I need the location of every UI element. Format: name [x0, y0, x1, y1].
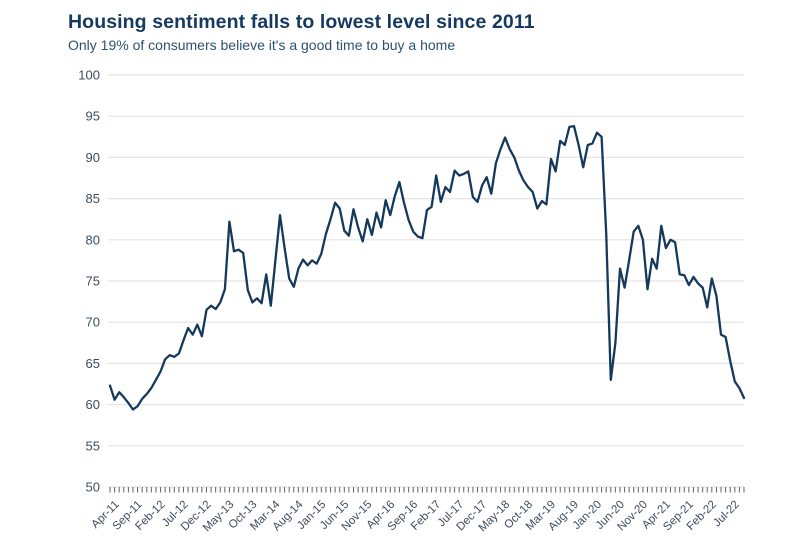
y-tick-label: 100	[78, 68, 100, 83]
y-tick-label: 70	[86, 315, 100, 330]
x-tick-label: Jul-22	[711, 499, 742, 530]
y-axis-labels: 50 55 60 65 70 75 80 85 90 95 100	[78, 68, 100, 495]
y-tick-label: 60	[86, 397, 100, 412]
y-gridlines	[108, 74, 744, 488]
chart-canvas: 50 55 60 65 70 75 80 85 90 95 100 Apr-11Sep-11Feb-1…	[78, 68, 746, 534]
chart-subtitle: Only 19% of consumers believe it's a goo…	[68, 37, 456, 54]
y-tick-label: 55	[86, 438, 100, 453]
chart-title: Housing sentiment falls to lowest level …	[68, 11, 535, 33]
y-tick-label: 85	[86, 191, 100, 206]
chart-header: Housing sentiment falls to lowest level …	[0, 0, 796, 55]
x-axis-ticks	[109, 487, 745, 493]
sentiment-series-line	[108, 124, 746, 411]
y-tick-label: 50	[86, 480, 100, 495]
x-axis-labels: Apr-11Sep-11Feb-12Jul-12Dec-12May-13Oct-…	[89, 498, 742, 534]
y-tick-label: 65	[86, 356, 100, 371]
y-tick-label: 75	[86, 274, 100, 289]
y-tick-label: 80	[86, 232, 100, 247]
y-tick-label: 90	[86, 150, 100, 165]
y-tick-label: 95	[86, 109, 100, 124]
housing-sentiment-line-chart: 50 55 60 65 70 75 80 85 90 95 100 Apr-11 Sep-11 Feb-1…	[0, 60, 796, 544]
